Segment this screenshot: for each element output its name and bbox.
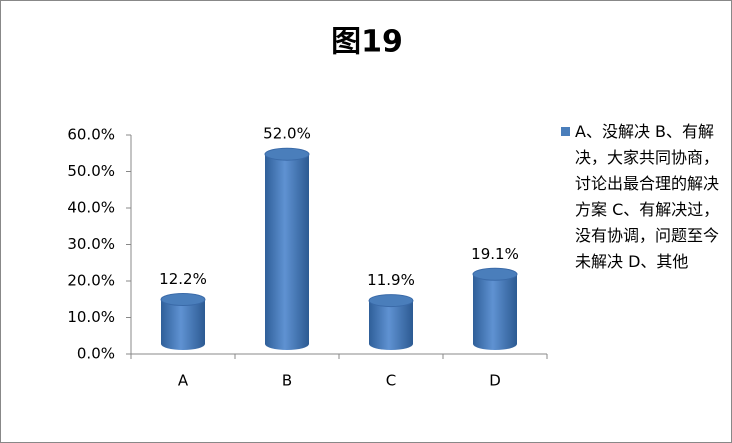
x-tick-label: B [282,372,292,390]
bar [472,267,518,350]
bar [160,292,206,350]
bar-top [160,292,206,306]
data-label: 11.9% [367,271,415,289]
bar-body [161,299,205,350]
bar [264,147,310,350]
bar-body [473,274,517,350]
y-tick-label: 50.0% [67,162,115,180]
data-label: 12.2% [159,270,207,288]
x-tick-label: D [489,372,501,390]
x-tick-label: A [178,372,189,390]
bar-body [265,154,309,350]
y-tick-label: 0.0% [77,345,115,363]
legend-label: A、没解决 B、有解决，大家共同协商，讨论出最合理的解决方案 C、有解决过，没有… [575,122,720,271]
bar-top [368,294,414,308]
y-tick-label: 40.0% [67,199,115,217]
x-tick-label: C [386,372,396,390]
data-label: 19.1% [471,245,519,263]
y-tick-label: 60.0% [67,126,115,144]
chart-title: 图19 [331,25,403,60]
y-tick-label: 30.0% [67,235,115,253]
bar-body [369,300,413,350]
bar-top [472,267,518,281]
y-tick-label: 20.0% [67,272,115,290]
legend-key [561,127,570,136]
y-tick-label: 10.0% [67,308,115,326]
data-label: 52.0% [263,125,311,143]
bar-top [264,147,310,161]
bar [368,294,414,350]
